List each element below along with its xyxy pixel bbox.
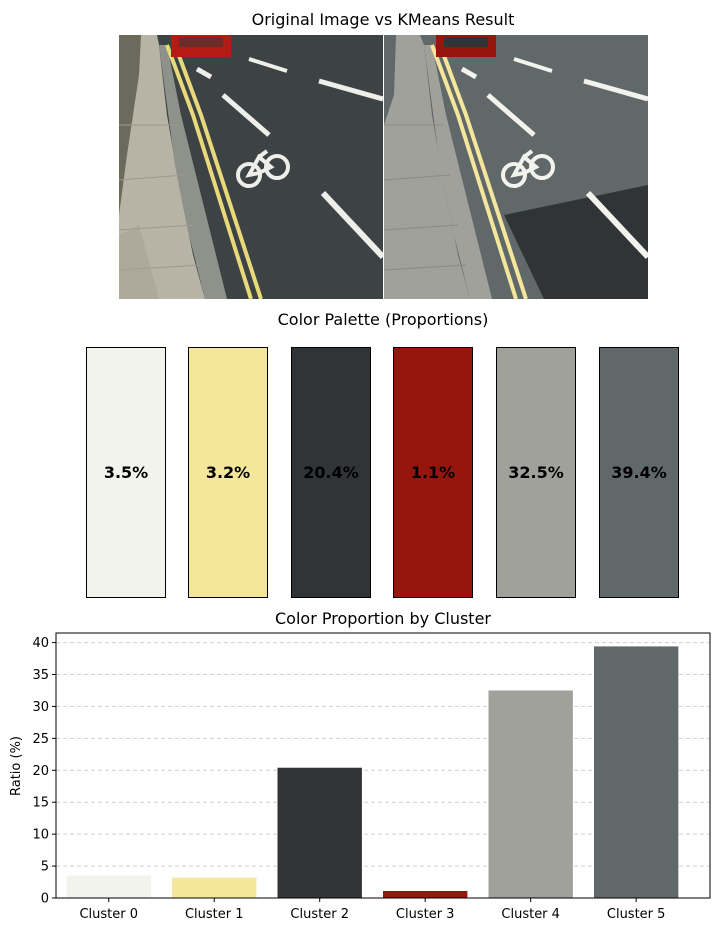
y-tick-label: 15 <box>32 796 49 811</box>
palette-swatch-3: 1.1% <box>393 347 473 598</box>
palette-swatch-4: 32.5% <box>496 347 576 598</box>
bars <box>66 646 679 898</box>
y-tick-label: 40 <box>32 636 49 651</box>
x-tick-label: Cluster 0 <box>79 907 138 922</box>
x-tick-label: Cluster 2 <box>290 907 349 922</box>
palette-swatch-0: 3.5% <box>86 347 166 598</box>
swatch-label: 1.1% <box>410 463 456 482</box>
kmeans-image <box>384 35 648 299</box>
plot-frame <box>55 632 711 899</box>
swatch-label: 3.2% <box>205 463 251 482</box>
palette-title: Color Palette (Proportions) <box>277 310 489 329</box>
x-tick-label: Cluster 1 <box>185 907 244 922</box>
swatch-label: 39.4% <box>611 463 667 482</box>
bar-cluster-4 <box>488 690 573 898</box>
y-tick-label: 35 <box>32 668 49 683</box>
x-tick-label: Cluster 4 <box>501 907 560 922</box>
x-tick-label: Cluster 3 <box>396 907 455 922</box>
bar-chart-title: Color Proportion by Cluster <box>275 609 491 628</box>
swatch-label: 32.5% <box>508 463 564 482</box>
y-tick-label: 25 <box>32 732 49 747</box>
bar-cluster-2 <box>277 767 362 898</box>
y-tick-label: 0 <box>41 892 49 907</box>
x-ticks: Cluster 0 Cluster 1 Cluster 2 Cluster 3 Clus… <box>79 898 665 922</box>
bar-cluster-0 <box>66 875 151 898</box>
images-title: Original Image vs KMeans Result <box>251 10 515 29</box>
grid-lines <box>56 642 710 867</box>
y-tick-label: 5 <box>41 860 49 875</box>
y-tick-label: 30 <box>32 700 49 715</box>
x-tick-label: Cluster 5 <box>607 907 666 922</box>
y-tick-label: 10 <box>32 828 49 843</box>
swatch-label: 3.5% <box>103 463 149 482</box>
y-ticks: 0 5 10 15 20 25 30 35 40 <box>32 636 56 907</box>
palette-swatch-1: 3.2% <box>188 347 268 598</box>
bar-cluster-1 <box>172 877 257 898</box>
bar-cluster-3 <box>383 890 468 898</box>
y-axis-label: Ratio (%) <box>9 736 24 796</box>
bar-cluster-5 <box>593 646 679 898</box>
palette-swatch-2: 20.4% <box>291 347 371 598</box>
y-tick-label: 20 <box>32 764 49 779</box>
original-image <box>119 35 383 299</box>
palette-swatch-5: 39.4% <box>599 347 679 598</box>
swatch-label: 20.4% <box>303 463 359 482</box>
